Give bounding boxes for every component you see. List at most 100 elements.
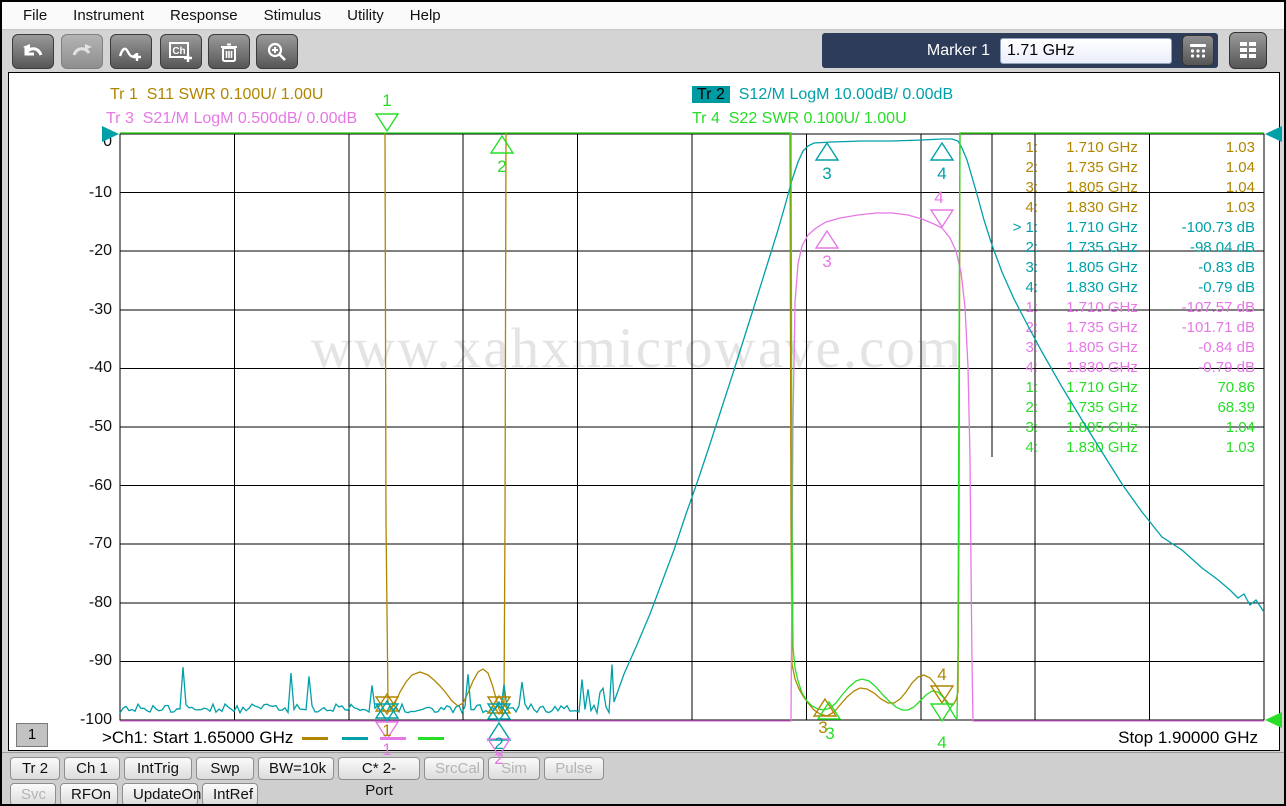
- status-button-svc[interactable]: Svc: [10, 783, 56, 804]
- trace-color-swatch: [302, 737, 328, 740]
- marker-value-input[interactable]: [1000, 37, 1172, 64]
- marker-panel: Marker 1: [822, 33, 1218, 68]
- trace-color-swatch: [380, 737, 406, 740]
- marker-frequency: 1.805 GHz: [1066, 419, 1138, 436]
- add-trace-icon: [119, 47, 141, 61]
- status-button-ch-1[interactable]: Ch 1: [64, 757, 120, 780]
- status-button-updateon[interactable]: UpdateOn: [122, 783, 201, 804]
- marker-value: -98.04 dB: [1189, 239, 1255, 256]
- marker-number: > 1:: [1012, 219, 1038, 236]
- marker-frequency: 1.710 GHz: [1066, 219, 1138, 236]
- status-button-pulse[interactable]: Pulse: [544, 757, 604, 780]
- delete-button[interactable]: [208, 34, 250, 69]
- channel-button[interactable]: 1: [16, 723, 48, 747]
- marker-value: -101.71 dB: [1181, 319, 1255, 336]
- status-button-swp[interactable]: Swp: [196, 757, 254, 780]
- legend-tr2[interactable]: Tr 2 S12/M LogM 10.00dB/ 0.00dB: [692, 86, 953, 104]
- marker-frequency: 1.710 GHz: [1066, 299, 1138, 316]
- zoom-in-icon: [267, 42, 286, 61]
- marker-number: 4:: [1025, 359, 1038, 376]
- trace-color-swatch: [342, 737, 368, 740]
- add-channel-button[interactable]: Ch: [160, 34, 202, 69]
- marker-number: 4:: [1025, 199, 1038, 216]
- marker-number: 4:: [1025, 279, 1038, 296]
- marker-number: 3:: [1025, 339, 1038, 356]
- marker-frequency: 1.805 GHz: [1066, 339, 1138, 356]
- table-row: > 1: 1.710 GHz -100.73 dB: [992, 218, 1259, 238]
- marker-number: 3:: [1025, 259, 1038, 276]
- marker-value: 1.04: [1225, 419, 1255, 436]
- y-axis-label: -30: [88, 300, 112, 318]
- status-button-sim[interactable]: Sim: [488, 757, 540, 780]
- table-row: 3: 1.805 GHz -0.83 dB: [992, 258, 1259, 278]
- y-axis-label: -40: [88, 359, 112, 377]
- y-axis-label: -90: [88, 652, 112, 670]
- menu-item-instrument[interactable]: Instrument: [73, 7, 145, 24]
- marker-value: 68.39: [1217, 399, 1255, 416]
- marker-value: -107.57 dB: [1181, 299, 1255, 316]
- panel-toggle-button[interactable]: [1229, 32, 1267, 69]
- marker-frequency: 1.805 GHz: [1066, 259, 1138, 276]
- marker-number: 2:: [1025, 399, 1038, 416]
- trace-color-swatch: [418, 737, 444, 740]
- zoom-button[interactable]: [256, 34, 298, 69]
- keypad-button[interactable]: [1182, 35, 1214, 66]
- start-frequency-label: >Ch1: Start 1.65000 GHz: [102, 728, 294, 747]
- redo-icon: [72, 43, 92, 56]
- status-bar: Tr 2 Ch 1 IntTrig Swp BW=10k C* 2-Port SrcCal S…: [2, 752, 1284, 804]
- legend-tr2-id: Tr 2: [692, 86, 730, 103]
- y-axis-label: -10: [88, 183, 112, 201]
- stop-frequency-label: Stop 1.90000 GHz: [1118, 728, 1258, 747]
- y-axis-label: -80: [88, 593, 112, 611]
- legend-tr1-id: Tr 1: [110, 86, 138, 103]
- marker-number: 1:: [1025, 379, 1038, 396]
- marker-frequency: 1.710 GHz: [1066, 139, 1138, 156]
- marker-number: 3:: [1025, 419, 1038, 436]
- menu-item-response[interactable]: Response: [170, 7, 238, 24]
- marker-value: -0.84 dB: [1198, 339, 1255, 356]
- menu-item-utility[interactable]: Utility: [347, 7, 384, 24]
- table-row: 1: 1.710 GHz 1.03: [992, 138, 1259, 158]
- status-button-inttrig[interactable]: IntTrig: [124, 757, 192, 780]
- table-row: 1: 1.710 GHz -107.57 dB: [992, 298, 1259, 318]
- marker-frequency: 1.710 GHz: [1066, 379, 1138, 396]
- legend-tr4[interactable]: Tr 4 S22 SWR 0.100U/ 1.00U: [692, 110, 907, 128]
- menu-item-stimulus[interactable]: Stimulus: [263, 7, 322, 24]
- marker-value: 1.03: [1225, 199, 1255, 216]
- marker-frequency: 1.830 GHz: [1066, 279, 1138, 296]
- status-button-bw-10k[interactable]: BW=10k: [258, 757, 334, 780]
- trash-icon: [221, 43, 237, 62]
- marker-frequency: 1.735 GHz: [1066, 239, 1138, 256]
- menu-bar: File Instrument Response Stimulus Utility Hel…: [2, 2, 1284, 30]
- redo-button[interactable]: [61, 34, 103, 69]
- status-button-tr-2[interactable]: Tr 2: [10, 757, 60, 780]
- table-row: 2: 1.735 GHz -98.04 dB: [992, 238, 1259, 258]
- marker-number: 1:: [1025, 139, 1038, 156]
- legend-tr3[interactable]: Tr 3 S21/M LogM 0.500dB/ 0.00dB: [106, 110, 357, 128]
- legend-tr4-id: Tr 4: [692, 110, 720, 127]
- marker-frequency: 1.830 GHz: [1066, 439, 1138, 456]
- legend-tr3-id: Tr 3: [106, 110, 134, 127]
- menu-item-help[interactable]: Help: [409, 7, 441, 24]
- status-button-rfon[interactable]: RFOn: [60, 783, 118, 804]
- marker-number: 2:: [1025, 319, 1038, 336]
- status-button-intref[interactable]: IntRef: [202, 783, 258, 804]
- status-button-srccal[interactable]: SrcCal: [424, 757, 484, 780]
- table-row: 4: 1.830 GHz 1.03: [992, 198, 1259, 218]
- y-axis-label: -50: [88, 418, 112, 435]
- table-row: 2: 1.735 GHz 68.39: [992, 398, 1259, 418]
- undo-button[interactable]: [12, 34, 54, 69]
- marker-value: 1.03: [1225, 139, 1255, 156]
- svg-text:Ch: Ch: [172, 46, 185, 57]
- table-row: 2: 1.735 GHz 1.04: [992, 158, 1259, 178]
- add-trace-button[interactable]: [110, 34, 152, 69]
- menu-item-file[interactable]: File: [23, 7, 48, 24]
- y-axis-label: 0: [103, 133, 112, 150]
- marker-number: 4:: [1025, 439, 1038, 456]
- marker-value: -0.83 dB: [1198, 259, 1255, 276]
- y-axis-label: -20: [88, 242, 112, 260]
- marker-label: Marker 1: [926, 41, 990, 59]
- status-button-c-2-port[interactable]: C* 2-Port: [338, 757, 420, 799]
- legend-tr1[interactable]: Tr 1 S11 SWR 0.100U/ 1.00U: [110, 86, 323, 104]
- marker-number: 2:: [1025, 239, 1038, 256]
